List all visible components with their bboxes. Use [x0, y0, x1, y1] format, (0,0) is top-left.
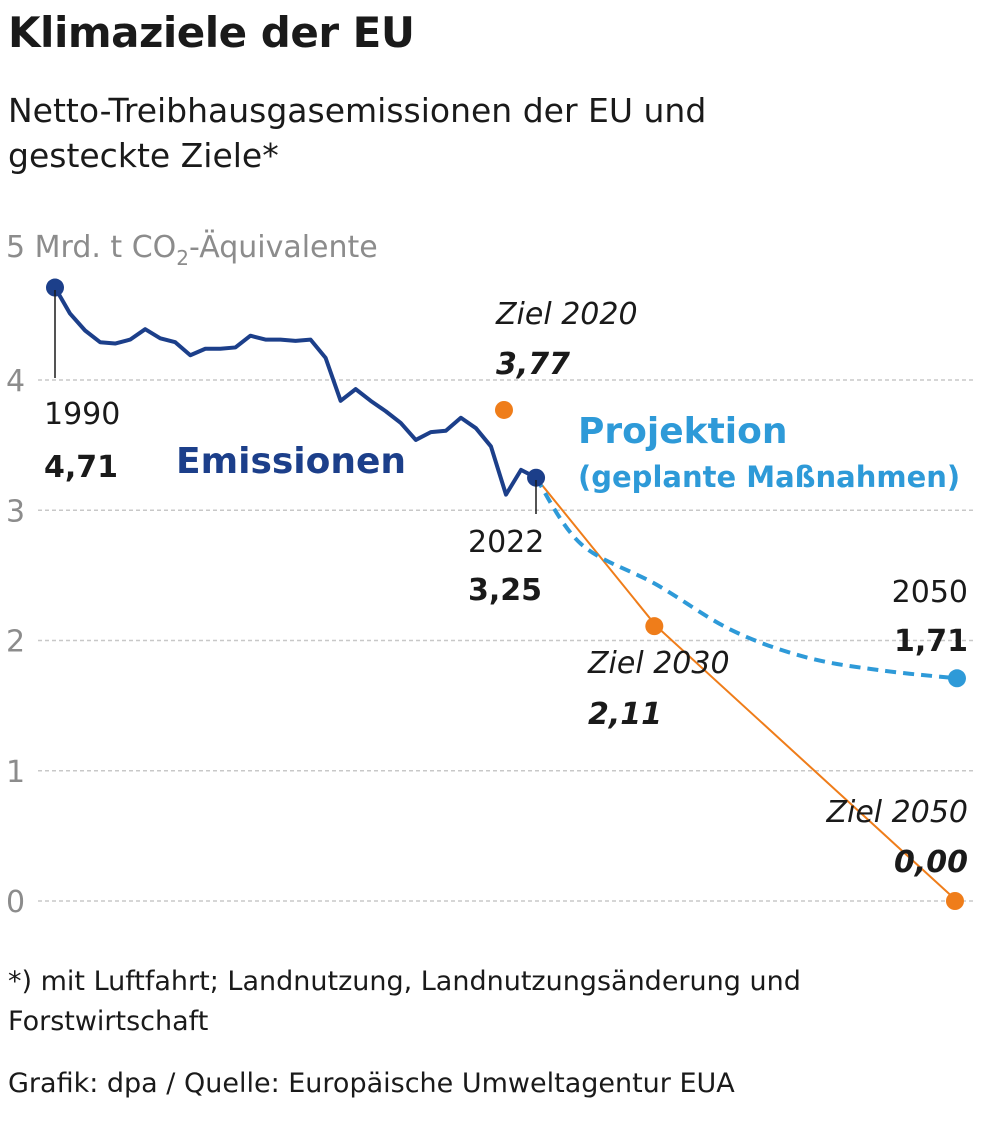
footnote: *) mit Luftfahrt; Landnutzung, Landnutzu…	[8, 966, 801, 1037]
y-tick-label: 3	[6, 494, 25, 529]
emissions-line	[53, 286, 537, 497]
annotation-ziel2030-label: Ziel 2030	[587, 646, 730, 681]
chart-subtitle: Netto-Treibhausgasemissionen der EU und …	[8, 91, 707, 175]
legend-emissionen: Emissionen	[176, 441, 406, 482]
annotation-2022-value: 3,25	[468, 573, 542, 608]
annotation-ziel2020-value: 3,77	[496, 347, 570, 382]
point-2022	[527, 468, 546, 487]
y-tick-label: 4	[6, 364, 25, 399]
point-projection-2050	[947, 669, 966, 688]
annotation-2022-year: 2022	[468, 525, 544, 560]
y-tick-label: 1	[6, 755, 25, 790]
point-ziel-2030	[645, 617, 664, 636]
point-ziel-2020	[494, 400, 513, 419]
y-tick-label: 2	[6, 625, 25, 660]
y-axis-label: 5 Mrd. t CO2-Äquivalente	[6, 229, 378, 270]
y-tick-label: 0	[6, 885, 25, 920]
point-ziel-2050	[945, 892, 964, 910]
chart-title: Klimaziele der EU	[8, 8, 415, 57]
annotation-ziel2050-label: Ziel 2050	[825, 795, 968, 830]
annotation-2050-year: 2050	[892, 575, 968, 610]
legend-projektion-sub: (geplante Maßnahmen)	[578, 460, 960, 494]
annotation-ziel2020-label: Ziel 2020	[495, 297, 638, 332]
point-1990	[46, 278, 64, 297]
annotation-1990-year: 1990	[44, 397, 120, 432]
annotation-1990-value: 4,71	[44, 450, 118, 485]
annotation-ziel2050-value: 0,00	[894, 845, 968, 880]
legend-projektion: Projektion	[578, 411, 787, 452]
annotation-ziel2030-value: 2,11	[588, 697, 662, 732]
annotation-2050-value: 1,71	[894, 624, 968, 659]
source-credit: Grafik: dpa / Quelle: Europäische Umwelt…	[8, 1068, 735, 1099]
target-line	[535, 477, 958, 902]
projection-line	[534, 476, 958, 681]
